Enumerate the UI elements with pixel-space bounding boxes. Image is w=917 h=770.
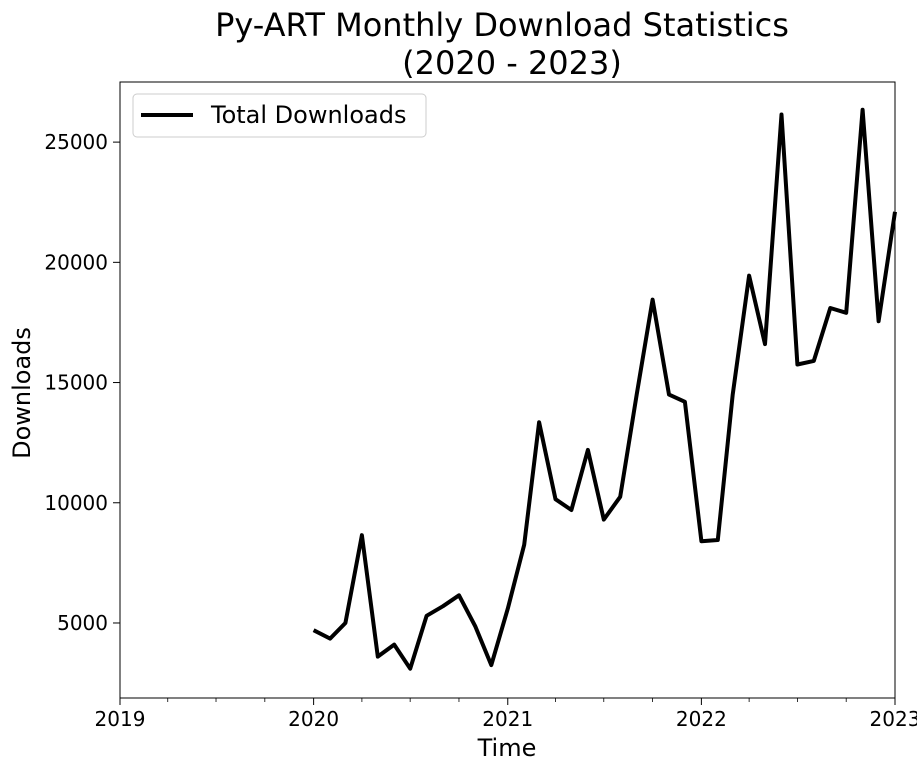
y-axis-label: Downloads (8, 327, 36, 459)
y-axis: 5000 10000 15000 20000 25000 (44, 130, 120, 635)
plot-area (119, 81, 897, 699)
x-tick-label-2023: 2023 (870, 707, 917, 731)
legend: Total Downloads (132, 93, 427, 138)
y-tick-label-10000: 10000 (44, 491, 108, 515)
y-tick-label-15000: 15000 (44, 371, 108, 395)
x-axis-label: Time (477, 734, 537, 762)
data-points (314, 110, 895, 669)
y-tick-label-20000: 20000 (44, 250, 108, 274)
chart-title-line1: Py-ART Monthly Download Statistics (215, 6, 789, 44)
chart-title-line2: (2020 - 2023) (402, 44, 622, 82)
x-tick-label-2021: 2021 (482, 707, 533, 731)
legend-label-total-downloads: Total Downloads (210, 101, 406, 129)
series-line-total-downloads (312, 107, 897, 671)
x-tick-label-2022: 2022 (676, 707, 727, 731)
x-tick-label-2019: 2019 (95, 707, 146, 731)
x-tick-label-2020: 2020 (288, 707, 339, 731)
legend-box (132, 93, 427, 138)
x-axis: 2019 2020 2021 2022 2023 (95, 698, 917, 731)
y-tick-label-25000: 25000 (44, 130, 108, 154)
y-tick-label-5000: 5000 (57, 611, 108, 635)
